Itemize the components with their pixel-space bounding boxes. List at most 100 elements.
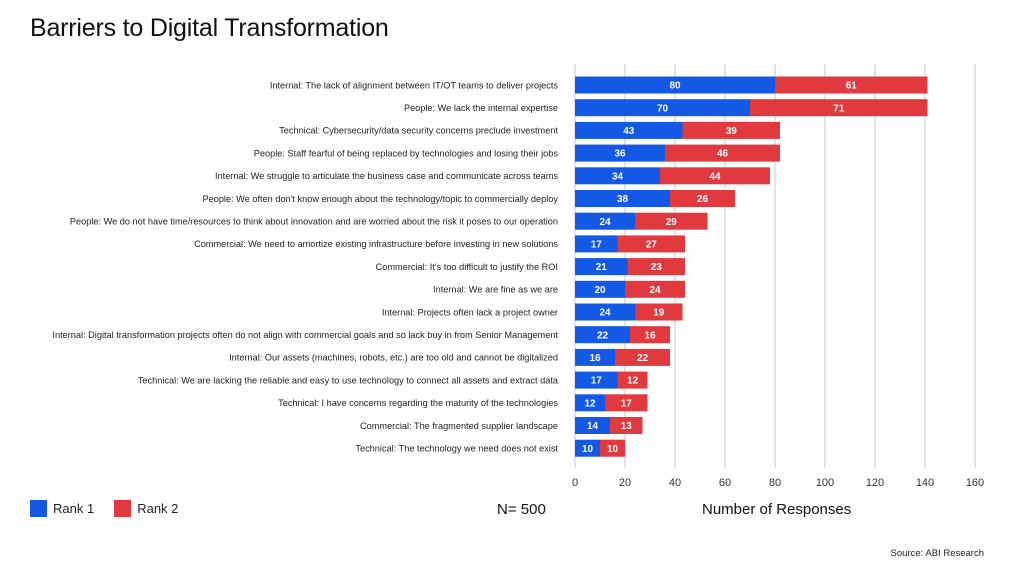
category-label: Technical: We are lacking the reliable a… [138, 375, 559, 385]
bar-rank2 [600, 439, 625, 457]
data-label-rank2: 29 [666, 217, 678, 228]
bar-rank1 [575, 303, 635, 321]
bar-rank1 [575, 212, 635, 230]
x-tick-label: 160 [966, 477, 984, 489]
x-tick-label: 140 [916, 477, 934, 489]
data-label-rank1: 80 [669, 81, 681, 92]
bar-rank1 [575, 394, 605, 412]
data-label-rank2: 44 [709, 171, 721, 182]
category-label: People: We often don't know enough about… [202, 194, 558, 204]
category-label: Internal: Projects often lack a project … [382, 307, 558, 317]
bar-rank1 [575, 258, 628, 276]
bar-rank2 [615, 348, 670, 366]
category-label: Commercial: We need to amortize existing… [194, 239, 558, 249]
data-label-rank1: 24 [599, 308, 611, 319]
legend-swatch-rank2 [114, 500, 132, 517]
bar-rank2 [605, 394, 648, 412]
bar-rank1 [575, 348, 615, 366]
bar-rank1 [575, 167, 660, 185]
legend-item-rank2: Rank 2 [114, 500, 178, 517]
x-tick-label: 80 [769, 477, 781, 489]
bar-rank2 [775, 76, 928, 94]
data-label-rank1: 22 [597, 330, 609, 341]
x-tick-label: 0 [572, 477, 578, 489]
category-label: Commercial: The fragmented supplier land… [360, 421, 558, 431]
category-label: People: We do not have time/resources to… [70, 217, 558, 227]
data-label-rank1: 21 [596, 262, 608, 273]
data-label-rank2: 71 [833, 103, 845, 114]
source-note: Source: ABI Research [890, 548, 984, 559]
category-label: Technical: Cybersecurity/data security c… [279, 126, 558, 136]
category-label: Commercial: It's too difficult to justif… [376, 262, 558, 272]
bar-rank1 [575, 326, 630, 344]
bar-rank2 [750, 99, 928, 117]
bar-rank2 [682, 121, 780, 139]
category-label: Internal: Our assets (machines, robots, … [229, 353, 558, 363]
data-label-rank1: 34 [612, 171, 624, 182]
data-label-rank2: 23 [651, 262, 663, 273]
x-tick-label: 100 [816, 477, 834, 489]
data-label-rank1: 10 [582, 444, 594, 455]
legend-label-rank1: Rank 1 [53, 501, 95, 516]
data-label-rank2: 19 [653, 308, 665, 319]
bar-rank2 [617, 235, 685, 253]
data-label-rank1: 12 [584, 398, 596, 409]
x-tick-label: 20 [619, 477, 631, 489]
legend-label-rank2: Rank 2 [137, 501, 179, 516]
chart-title: Barriers to Digital Transformation [30, 14, 389, 42]
bar-rank2 [630, 326, 670, 344]
data-label-rank2: 61 [846, 81, 858, 92]
bar-rank1 [575, 439, 600, 457]
category-label: Technical: The technology we need does n… [355, 444, 558, 454]
bar-rank1 [575, 371, 618, 389]
legend-swatch-rank1 [30, 500, 47, 517]
data-label-rank1: 36 [614, 149, 626, 160]
legend-item-rank1: Rank 1 [30, 500, 94, 517]
category-label: Internal: Digital transformation project… [52, 330, 558, 340]
data-label-rank1: 24 [599, 217, 611, 228]
x-tick-label: 120 [866, 477, 884, 489]
data-label-rank2: 27 [646, 240, 658, 251]
legend: Rank 1 Rank 2 [30, 500, 178, 517]
x-tick-label: 60 [719, 477, 731, 489]
bar-rank2 [670, 190, 735, 207]
data-label-rank1: 20 [594, 285, 606, 296]
data-label-rank2: 46 [717, 149, 729, 160]
bar-rank2 [660, 167, 770, 185]
x-axis-label: Number of Responses [702, 501, 852, 518]
bar-rank2 [627, 258, 685, 276]
data-label-rank1: 17 [591, 240, 603, 251]
data-label-rank2: 12 [627, 376, 639, 387]
bar-rank1 [575, 235, 618, 253]
x-tick-label: 40 [669, 477, 681, 489]
category-label: Internal: The lack of alignment between … [270, 80, 559, 90]
data-label-rank2: 22 [637, 353, 649, 364]
category-label: Technical: I have concerns regarding the… [278, 398, 558, 408]
bar-rank2 [635, 212, 708, 230]
category-label: Internal: We are fine as we are [433, 285, 558, 295]
category-label: Internal: We struggle to articulate the … [215, 171, 558, 181]
sample-size-label: N= 500 [497, 501, 546, 518]
bar-rank1 [575, 99, 750, 117]
data-label-rank2: 17 [621, 398, 633, 409]
bar-rank1 [575, 144, 665, 162]
data-label-rank2: 39 [726, 126, 738, 137]
data-label-rank2: 24 [649, 285, 661, 296]
bar-rank1 [575, 121, 683, 139]
data-label-rank1: 16 [589, 353, 601, 364]
bar-rank1 [575, 417, 610, 434]
bar-rank2 [635, 303, 683, 321]
data-label-rank1: 14 [587, 421, 599, 432]
bar-rank1 [575, 190, 670, 207]
data-label-rank2: 10 [607, 444, 619, 455]
category-label: People: We lack the internal expertise [404, 103, 558, 113]
data-label-rank1: 38 [617, 194, 629, 205]
data-label-rank1: 43 [623, 126, 635, 137]
data-label-rank2: 26 [697, 194, 709, 205]
bar-rank2 [665, 144, 780, 162]
bar-rank1 [575, 76, 775, 94]
data-label-rank1: 17 [591, 376, 603, 387]
bar-rank2 [625, 280, 685, 298]
bar-rank1 [575, 280, 625, 298]
